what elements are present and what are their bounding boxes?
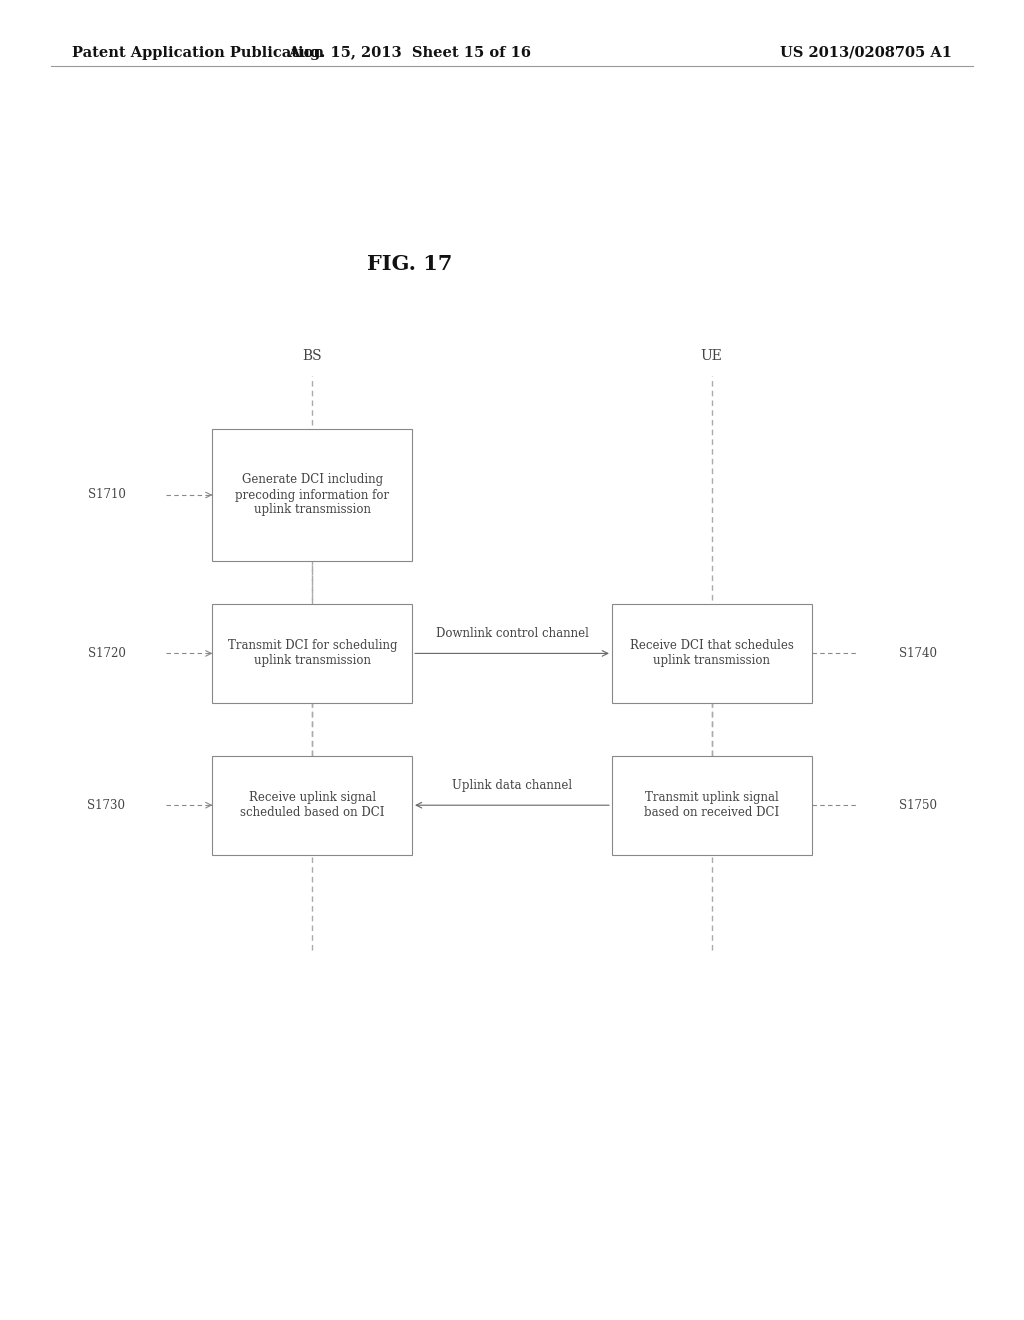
Text: Uplink data channel: Uplink data channel [452,779,572,792]
Text: Aug. 15, 2013  Sheet 15 of 16: Aug. 15, 2013 Sheet 15 of 16 [288,46,531,59]
Text: Patent Application Publication: Patent Application Publication [72,46,324,59]
Text: Receive DCI that schedules
uplink transmission: Receive DCI that schedules uplink transm… [630,639,794,668]
Text: Downlink control channel: Downlink control channel [435,627,589,640]
Text: US 2013/0208705 A1: US 2013/0208705 A1 [780,46,952,59]
Text: S1740: S1740 [899,647,937,660]
Text: FIG. 17: FIG. 17 [367,253,453,275]
Text: Receive uplink signal
scheduled based on DCI: Receive uplink signal scheduled based on… [240,791,385,820]
Text: Transmit DCI for scheduling
uplink transmission: Transmit DCI for scheduling uplink trans… [227,639,397,668]
Bar [213,605,412,702]
Bar [611,755,811,855]
Bar [213,755,412,855]
Text: Transmit uplink signal
based on received DCI: Transmit uplink signal based on received… [644,791,779,820]
Bar [213,429,412,561]
Bar [611,605,811,702]
Text: BS: BS [302,350,323,363]
Text: S1750: S1750 [899,799,937,812]
Text: S1710: S1710 [88,488,125,502]
Text: S1730: S1730 [87,799,125,812]
Text: S1720: S1720 [88,647,125,660]
Text: Generate DCI including
precoding information for
uplink transmission: Generate DCI including precoding informa… [236,474,389,516]
Text: UE: UE [700,350,723,363]
